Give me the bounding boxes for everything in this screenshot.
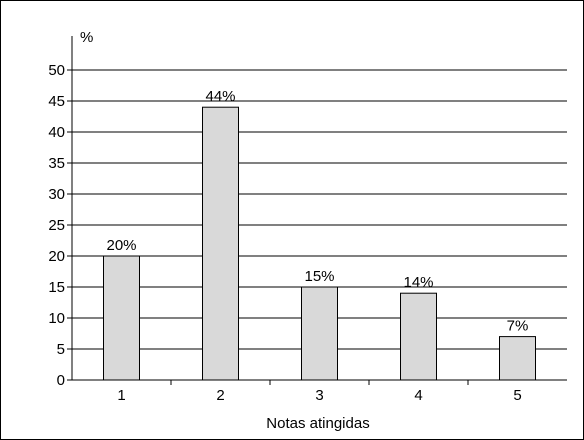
y-tick-label: 30 xyxy=(48,186,65,203)
data-label-2: 44% xyxy=(205,88,235,105)
bar-2 xyxy=(202,106,239,381)
data-label-1: 20% xyxy=(106,237,136,254)
data-label-4: 14% xyxy=(403,274,433,291)
data-labels: 20% 44% 15% 14% 7% xyxy=(106,88,528,334)
category-labels: 1 2 3 4 5 xyxy=(117,380,522,404)
y-tick-label: 10 xyxy=(48,310,65,327)
y-tick-label: 0 xyxy=(57,372,65,389)
data-label-3: 15% xyxy=(304,268,334,285)
category-label-5: 5 xyxy=(513,387,521,404)
category-label-2: 2 xyxy=(216,387,224,404)
data-label-5: 7% xyxy=(507,318,529,335)
y-tick-label: 40 xyxy=(48,124,65,141)
y-tick-label: 5 xyxy=(57,341,65,358)
y-tick-label: 35 xyxy=(48,155,65,172)
x-axis-title: Notas atingidas xyxy=(266,415,369,432)
bar-4 xyxy=(400,292,437,381)
category-label-4: 4 xyxy=(414,387,422,404)
y-ticks: 0 5 10 15 20 25 30 35 40 45 50 xyxy=(48,62,72,389)
bars xyxy=(103,106,536,381)
y-tick-label: 20 xyxy=(48,248,65,265)
category-label-3: 3 xyxy=(315,387,323,404)
y-tick-label: 45 xyxy=(48,93,65,110)
y-tick-label: 25 xyxy=(48,217,65,234)
y-axis-unit-label: % xyxy=(80,29,93,46)
y-tick-label: 15 xyxy=(48,279,65,296)
bar-1 xyxy=(103,255,140,381)
bar-3 xyxy=(301,286,338,381)
gridlines xyxy=(72,69,567,350)
y-tick-label: 50 xyxy=(48,62,65,79)
category-label-1: 1 xyxy=(117,387,125,404)
bar-5 xyxy=(499,336,536,381)
